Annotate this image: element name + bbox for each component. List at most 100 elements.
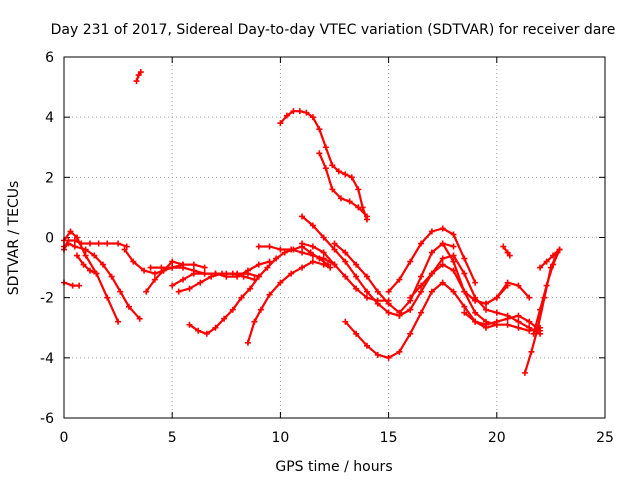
data-point [346, 198, 353, 205]
data-point [472, 318, 479, 325]
data-point [320, 249, 327, 256]
data-point [450, 267, 457, 274]
data-point [331, 240, 338, 247]
series-arc-10 [169, 270, 262, 289]
series-line [523, 251, 559, 374]
data-point [385, 300, 392, 307]
data-point [73, 234, 80, 241]
series-arc-21 [385, 225, 479, 295]
data-point [331, 261, 338, 268]
data-point [450, 288, 457, 295]
data-point [190, 270, 197, 277]
series-arc-11 [175, 270, 258, 295]
y-tick-label: 2 [45, 170, 54, 186]
data-point [251, 318, 258, 325]
data-point [348, 174, 355, 181]
data-point [515, 318, 522, 325]
plot-frame [63, 56, 606, 419]
series-arc-15 [277, 108, 370, 223]
data-point [255, 273, 262, 280]
data-point [255, 261, 262, 268]
data-point [73, 252, 80, 259]
data-point [299, 240, 306, 247]
series-arc-18 [299, 213, 414, 319]
data-point [71, 237, 78, 244]
data-point [296, 108, 303, 115]
data-point [327, 264, 334, 271]
data-point [515, 324, 522, 331]
data-point [203, 330, 210, 337]
data-point [229, 270, 236, 277]
data-point [493, 309, 500, 316]
data-point [290, 108, 297, 115]
series-arc-3 [61, 240, 143, 322]
data-point [342, 273, 349, 280]
series-line [188, 245, 330, 335]
data-point [439, 261, 446, 268]
data-point [133, 78, 140, 85]
data-point [461, 255, 468, 262]
data-point [450, 243, 457, 250]
data-point [537, 264, 544, 271]
data-point [493, 318, 500, 325]
y-tick-label: -2 [40, 291, 54, 307]
data-point [229, 306, 236, 313]
data-point [309, 222, 316, 229]
data-point [125, 303, 132, 310]
series-arc-8 [143, 258, 187, 295]
series-arc-16 [316, 150, 370, 220]
data-point [353, 285, 360, 292]
data-point [244, 339, 251, 346]
data-point [450, 231, 457, 238]
series-arc-26 [472, 279, 533, 307]
data-point [277, 120, 284, 127]
data-point [299, 249, 306, 256]
data-point [137, 69, 144, 76]
data-point [108, 273, 115, 280]
series-arc-6 [133, 69, 144, 85]
data-point [115, 318, 122, 325]
data-point [186, 321, 193, 328]
data-point [418, 288, 425, 295]
data-point [65, 240, 72, 247]
data-point [335, 168, 342, 175]
data-point [76, 282, 83, 289]
data-point [123, 243, 130, 250]
data-point [526, 294, 533, 301]
series-line [398, 254, 542, 335]
data-point [504, 315, 511, 322]
data-point [266, 258, 273, 265]
x-tick-label: 5 [168, 430, 177, 446]
data-point [169, 264, 176, 271]
data-point [472, 297, 479, 304]
data-point [355, 204, 362, 211]
data-point [500, 243, 507, 250]
data-point [266, 243, 273, 250]
data-point [439, 240, 446, 247]
series-line [333, 242, 455, 314]
data-point [147, 264, 154, 271]
data-point [439, 255, 446, 262]
data-point [277, 279, 284, 286]
data-point [316, 126, 323, 133]
data-point [530, 330, 537, 337]
data-point [504, 321, 511, 328]
data-point [141, 267, 148, 274]
data-point [329, 186, 336, 193]
data-point [461, 303, 468, 310]
data-point [407, 294, 414, 301]
series-arc-28 [521, 249, 561, 376]
data-point [482, 321, 489, 328]
data-point [385, 354, 392, 361]
data-point [472, 309, 479, 316]
data-point [450, 258, 457, 265]
data-point [528, 348, 535, 355]
x-tick-label: 10 [271, 430, 289, 446]
data-point [288, 270, 295, 277]
data-point [396, 276, 403, 283]
data-point [175, 288, 182, 295]
data-point [212, 324, 219, 331]
axis-ticks: 0 5 10 15 20 25 -6 -4 -2 0 2 4 6 [40, 50, 614, 446]
data-point [130, 258, 137, 265]
